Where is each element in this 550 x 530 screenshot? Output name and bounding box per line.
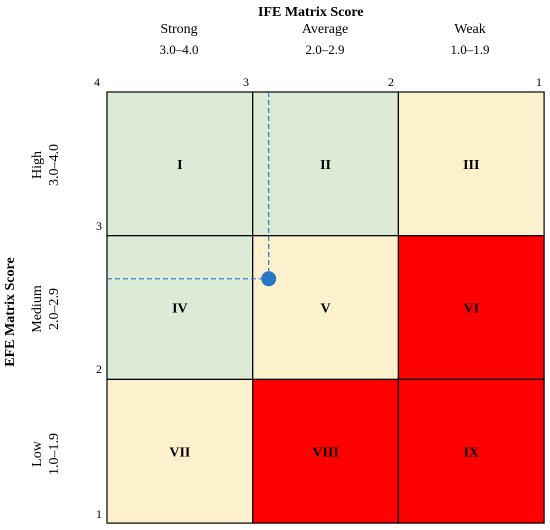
column-range-strong: 3.0–4.0 (159, 42, 199, 57)
cell-label-8: VIII (312, 445, 338, 460)
column-name-strong: Strong (160, 22, 198, 37)
cell-label-9: IX (463, 445, 479, 460)
column-range-average: 2.0–2.9 (305, 42, 345, 57)
column-name-weak: Weak (454, 22, 486, 37)
matrix-cell-8 (252, 378, 399, 524)
x-axis-title: IFE Matrix Score (258, 5, 364, 20)
cell-label-3: III (463, 158, 479, 173)
y-tick-2: 2 (96, 362, 102, 376)
x-tick-1: 1 (536, 75, 542, 89)
matrix-cell-9 (397, 378, 545, 524)
cell-label-6: VI (463, 302, 479, 317)
y-tick-1: 1 (96, 507, 102, 521)
x-tick-4: 4 (94, 75, 100, 89)
y-tick-3: 3 (96, 219, 102, 233)
position-marker (261, 271, 277, 287)
matrix-cell-5 (252, 235, 399, 380)
column-name-average: Average (301, 22, 349, 37)
cell-label-4: IV (172, 302, 188, 317)
cell-label-5: V (320, 302, 330, 317)
matrix-cell-7 (106, 378, 254, 524)
cell-label-2: II (320, 158, 331, 173)
cell-label-1: I (177, 158, 182, 173)
matrix-cell-6 (397, 235, 545, 380)
x-tick-2: 2 (388, 75, 394, 89)
matrix-cell-3 (397, 91, 545, 237)
column-range-weak: 1.0–1.9 (450, 42, 490, 57)
cell-label-7: VII (169, 445, 190, 460)
x-tick-3: 3 (243, 75, 249, 89)
